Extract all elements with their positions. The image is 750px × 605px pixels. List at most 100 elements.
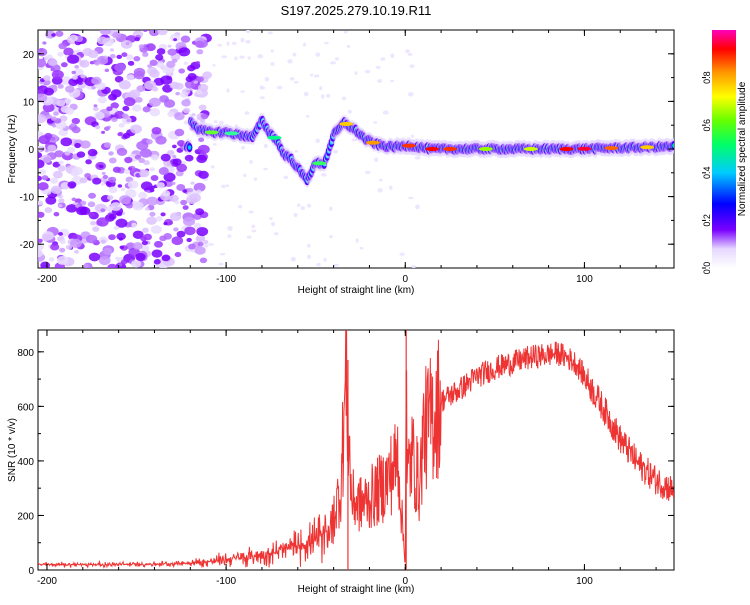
- ridge-hotspot: [339, 122, 354, 127]
- noise-blob: [92, 177, 102, 185]
- ridge-hotspot: [224, 131, 239, 136]
- noise-blob: [326, 93, 331, 98]
- noise-blob: [99, 30, 111, 36]
- noise-blob: [287, 59, 293, 64]
- noise-blob: [145, 207, 150, 211]
- x-tick-label: -100: [216, 576, 236, 587]
- y-tick-label: 20: [23, 50, 35, 61]
- ridge-hotspot: [425, 147, 440, 151]
- noise-blob: [248, 210, 254, 214]
- noise-blob: [123, 169, 130, 174]
- ridge-hotspot: [559, 147, 574, 151]
- noise-blob: [173, 227, 179, 232]
- noise-blob: [380, 57, 386, 61]
- noise-blob: [136, 85, 146, 92]
- noise-blob: [131, 104, 142, 112]
- noise-blob: [405, 49, 410, 54]
- noise-blob: [176, 230, 186, 238]
- noise-blob: [269, 217, 273, 221]
- noise-blob: [116, 232, 126, 241]
- snr-frame: [37, 329, 675, 571]
- noise-blob: [80, 74, 86, 79]
- snr-series: [38, 330, 674, 570]
- noise-blob: [69, 238, 82, 248]
- noise-blob: [131, 222, 138, 228]
- noise-blob: [43, 156, 52, 164]
- noise-blob: [107, 195, 114, 201]
- noise-blob: [267, 31, 273, 35]
- noise-blob: [139, 148, 152, 158]
- noise-blob: [112, 166, 121, 173]
- noise-blob: [411, 265, 417, 268]
- spectrogram-y-label: Frequency (Hz): [7, 115, 18, 184]
- noise-blob: [227, 234, 232, 239]
- colorbar-ticks: 0.0 0.2 0.4 0.6 0.8: [702, 71, 712, 274]
- noise-blob: [79, 140, 91, 149]
- noise-blob: [114, 110, 125, 119]
- noise-blob: [142, 106, 151, 113]
- noise-blob: [329, 235, 333, 239]
- noise-blob: [60, 62, 68, 68]
- noise-blob: [253, 177, 258, 181]
- colorbar-gradient: [712, 30, 736, 268]
- noise-blob: [87, 201, 96, 208]
- noise-blob: [176, 140, 186, 147]
- noise-blob: [38, 182, 49, 191]
- noise-blob: [44, 149, 49, 153]
- noise-blob: [67, 146, 76, 154]
- noise-blob: [183, 61, 189, 65]
- noise-blob: [174, 112, 185, 121]
- noise-blob: [150, 154, 159, 161]
- noise-blob: [67, 181, 77, 189]
- noise-blob: [106, 106, 113, 112]
- noise-blob: [149, 188, 155, 193]
- noise-blob: [168, 221, 173, 225]
- noise-blob: [390, 53, 395, 59]
- noise-blob: [243, 173, 247, 178]
- noise-blob: [259, 96, 265, 100]
- noise-blob: [195, 208, 205, 216]
- noise-blob: [195, 61, 200, 65]
- noise-blob: [246, 235, 252, 239]
- noise-blob: [133, 56, 141, 62]
- noise-blob: [202, 71, 213, 79]
- noise-blob: [44, 79, 51, 85]
- noise-blob: [71, 75, 78, 80]
- noise-blob: [407, 52, 413, 56]
- noise-blob: [140, 236, 147, 242]
- noise-blob: [147, 64, 152, 68]
- noise-blob: [114, 63, 126, 72]
- noise-blob: [169, 212, 182, 221]
- ridge-core: [672, 143, 674, 148]
- noise-blob: [315, 52, 321, 57]
- noise-blob: [198, 137, 205, 143]
- noise-blob: [98, 164, 104, 169]
- noise-blob: [38, 169, 47, 175]
- noise-blob: [156, 48, 166, 55]
- noise-blob: [126, 118, 131, 123]
- noise-blob: [390, 79, 394, 83]
- noise-blob: [42, 41, 47, 45]
- noise-blob: [56, 255, 69, 265]
- noise-blob: [174, 128, 185, 137]
- noise-blob: [127, 180, 139, 189]
- noise-blob: [50, 185, 62, 194]
- noise-blob: [293, 80, 299, 84]
- noise-blob: [180, 199, 188, 206]
- noise-blob: [138, 191, 148, 199]
- spectrogram-y-ticks: -20 -10 0 10 20: [20, 29, 674, 269]
- snr-x-ticks: -200 -100 0 100: [37, 330, 657, 587]
- noise-blob: [108, 234, 116, 241]
- noise-blob: [126, 74, 135, 81]
- noise-blob: [196, 154, 208, 164]
- noise-blob: [150, 174, 159, 181]
- colorbar-tick-label: 0.6: [702, 119, 712, 132]
- noise-blob: [240, 37, 245, 43]
- noise-blob: [140, 181, 153, 191]
- noise-blob: [323, 257, 327, 262]
- noise-blob: [329, 206, 333, 211]
- noise-blob: [44, 132, 53, 140]
- noise-blob: [293, 212, 298, 218]
- noise-blob: [124, 156, 133, 164]
